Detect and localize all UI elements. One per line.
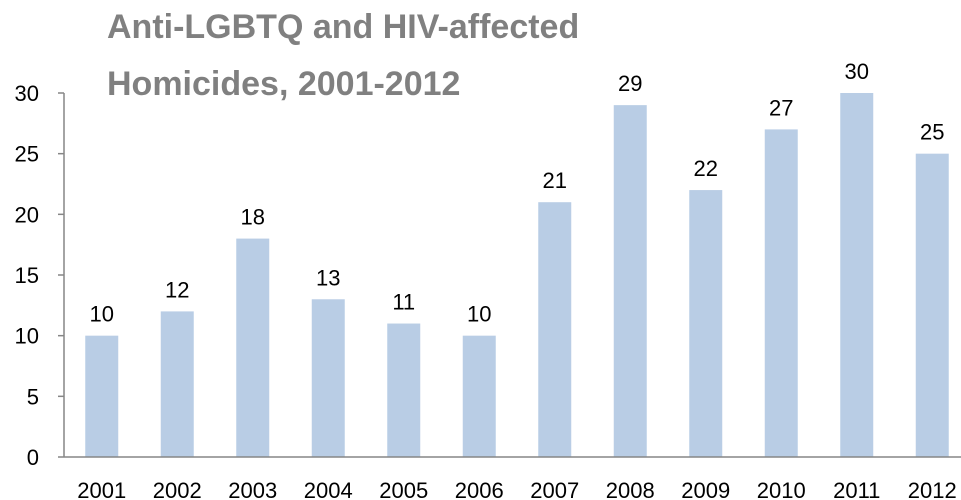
x-tick-label-2011: 2011 <box>833 478 880 500</box>
data-label-2006: 10 <box>467 302 491 327</box>
x-tick-label-2012: 2012 <box>908 478 957 500</box>
x-tick-label-2005: 2005 <box>379 478 428 500</box>
x-tick-label-2003: 2003 <box>228 478 277 500</box>
chart-title: Anti-LGBTQ and HIV-affected Homicides, 2… <box>107 8 579 103</box>
y-tick-label: 20 <box>15 202 39 227</box>
data-label-2012: 25 <box>920 120 944 145</box>
bar-2009 <box>689 190 723 458</box>
data-label-2007: 21 <box>543 168 567 193</box>
data-label-2002: 12 <box>165 277 189 302</box>
axes-layer <box>63 93 961 458</box>
y-tick-label: 10 <box>15 324 39 349</box>
x-tick-label-2010: 2010 <box>757 478 806 500</box>
chart-title-line-1: Anti-LGBTQ and HIV-affected <box>107 8 579 46</box>
x-tick-label-2009: 2009 <box>681 478 730 500</box>
x-tick-labels: 2001 2002 2003 2004 2005 2006 2007 2008 2009 2010… <box>77 478 956 500</box>
y-tick-label: 25 <box>15 142 39 167</box>
x-tick-label-2008: 2008 <box>606 478 655 500</box>
data-label-2008: 29 <box>618 71 642 96</box>
x-tick-label-2001: 2001 <box>77 478 126 500</box>
x-tick-label-2004: 2004 <box>304 478 353 500</box>
x-tick-label-2002: 2002 <box>153 478 202 500</box>
data-labels: 10 12 18 13 11 10 21 29 22 27 30 25 <box>90 59 945 327</box>
y-tick-label: 30 <box>15 81 39 106</box>
data-label-2009: 22 <box>694 156 718 181</box>
data-label-2005: 11 <box>392 290 415 315</box>
bar-2003 <box>236 238 270 457</box>
bar-2010 <box>764 129 798 457</box>
y-tick-label: 5 <box>27 384 39 409</box>
bar-2002 <box>160 311 194 457</box>
x-tick-label-2006: 2006 <box>455 478 504 500</box>
bars-layer <box>85 93 949 458</box>
bar-2007 <box>538 202 572 457</box>
bar-2006 <box>462 335 496 457</box>
bar-2005 <box>387 323 421 457</box>
bar-2011 <box>840 93 874 457</box>
data-label-2001: 10 <box>90 302 114 327</box>
bar-2004 <box>311 299 345 457</box>
data-label-2011: 30 <box>845 59 869 84</box>
y-tick-labels: 0 5 10 15 20 25 30 <box>15 81 64 470</box>
y-tick-label: 15 <box>15 263 39 288</box>
chart-title-line-2: Homicides, 2001-2012 <box>107 65 460 103</box>
data-label-2010: 27 <box>769 95 793 120</box>
y-tick-label: 0 <box>27 445 39 470</box>
x-tick-label-2007: 2007 <box>530 478 579 500</box>
data-label-2004: 13 <box>316 265 340 290</box>
bar-2008 <box>613 105 647 457</box>
bar-2001 <box>85 335 119 457</box>
bar-2012 <box>915 153 949 457</box>
data-label-2003: 18 <box>241 205 265 230</box>
